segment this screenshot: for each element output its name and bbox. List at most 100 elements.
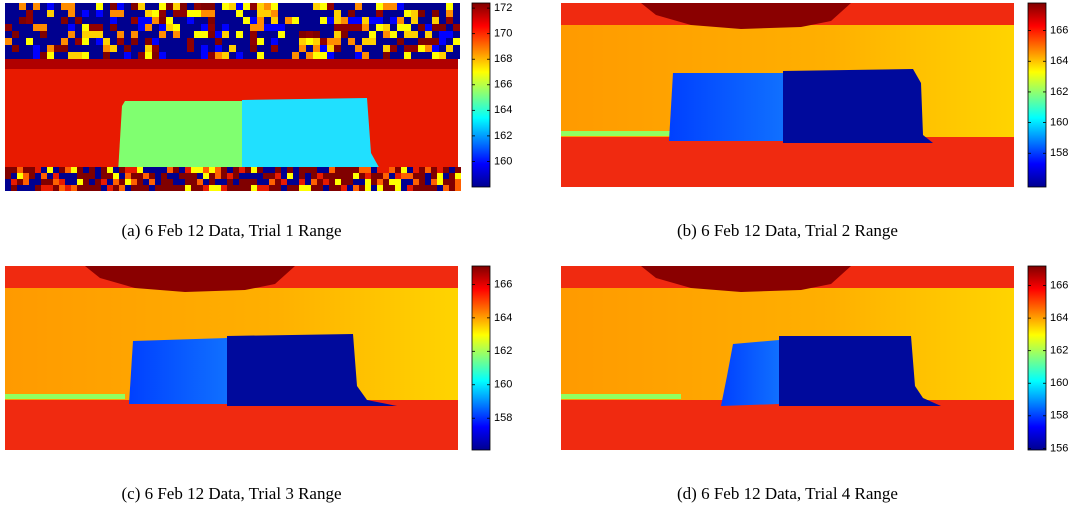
heat-cell — [285, 31, 292, 38]
heat-cell — [82, 45, 89, 52]
heat-cell — [222, 3, 229, 10]
heat-region — [561, 401, 1014, 450]
heat-region — [721, 340, 779, 406]
heat-cell — [194, 52, 201, 59]
heat-cell — [197, 167, 203, 173]
heat-cell — [407, 179, 413, 185]
heat-cell — [101, 179, 107, 185]
heat-cell — [26, 3, 33, 10]
heat-cell — [185, 167, 191, 173]
heat-cell — [167, 179, 173, 185]
heat-cell — [138, 38, 145, 45]
heat-cell — [191, 167, 197, 173]
heat-cell — [173, 52, 180, 59]
heat-cell — [208, 17, 215, 24]
heat-cell — [271, 31, 278, 38]
heat-cell — [365, 173, 371, 179]
heat-cell — [83, 185, 89, 191]
heat-cell — [117, 10, 124, 17]
heat-cell — [173, 38, 180, 45]
heat-cell — [299, 31, 306, 38]
heat-cell — [365, 167, 371, 173]
heat-cell — [245, 167, 251, 173]
heat-cell — [271, 17, 278, 24]
heat-cell — [143, 185, 149, 191]
heat-cell — [138, 31, 145, 38]
heat-cell — [203, 167, 209, 173]
heat-cell — [446, 10, 453, 17]
heat-cell — [75, 3, 82, 10]
heat-cell — [149, 179, 155, 185]
heat-cell — [299, 173, 305, 179]
heat-cell — [29, 179, 35, 185]
heat-cell — [418, 10, 425, 17]
heat-cell — [26, 45, 33, 52]
heat-cell — [397, 17, 404, 24]
heat-cell — [292, 3, 299, 10]
heat-cell — [166, 24, 173, 31]
heat-cell — [411, 52, 418, 59]
heat-cell — [41, 167, 47, 173]
heat-region — [129, 338, 227, 404]
heat-cell — [313, 31, 320, 38]
heat-cell — [293, 179, 299, 185]
heat-cell — [446, 45, 453, 52]
heat-cell — [89, 185, 95, 191]
heat-cell — [138, 10, 145, 17]
heat-cell — [347, 173, 353, 179]
heat-cell — [418, 3, 425, 10]
heat-cell — [443, 185, 449, 191]
heat-cell — [383, 52, 390, 59]
heat-cell — [26, 17, 33, 24]
colorbar-tick-label: 164 — [494, 104, 512, 116]
heat-cell — [397, 3, 404, 10]
heat-cell — [278, 3, 285, 10]
heat-cell — [194, 10, 201, 17]
heat-cell — [12, 10, 19, 17]
colorbar-tick-label: 162 — [1050, 86, 1068, 98]
heat-cell — [335, 173, 341, 179]
heat-cell — [278, 31, 285, 38]
heat-cell — [299, 38, 306, 45]
heat-cell — [61, 3, 68, 10]
heat-cell — [404, 52, 411, 59]
panel: 156 158 160 162 164 166 (d) 6 Feb 12 Data, Tri… — [561, 265, 1068, 503]
heat-cell — [257, 45, 264, 52]
heat-cell — [341, 10, 348, 17]
heat-cell — [222, 52, 229, 59]
heat-cell — [89, 167, 95, 173]
heat-cell — [229, 45, 236, 52]
heat-cell — [40, 45, 47, 52]
heat-cell — [215, 173, 221, 179]
heat-cell — [68, 52, 75, 59]
heat-cell — [17, 173, 23, 179]
heat-cell — [446, 17, 453, 24]
heat-cell — [439, 31, 446, 38]
heat-cell — [362, 10, 369, 17]
heatmap — [5, 266, 458, 450]
heat-cell — [341, 17, 348, 24]
heat-cell — [35, 179, 41, 185]
heat-cell — [411, 3, 418, 10]
heat-cell — [166, 17, 173, 24]
heat-cell — [138, 24, 145, 31]
colorbar-tick-label: 160 — [494, 155, 512, 167]
heat-cell — [191, 185, 197, 191]
heat-cell — [278, 52, 285, 59]
heat-cell — [292, 24, 299, 31]
heat-cell — [327, 3, 334, 10]
heat-cell — [320, 31, 327, 38]
heat-cell — [83, 179, 89, 185]
heat-cell — [194, 17, 201, 24]
heat-cell — [221, 173, 227, 179]
heat-cell — [334, 45, 341, 52]
heat-cell — [397, 38, 404, 45]
heat-cell — [299, 17, 306, 24]
heat-cell — [19, 24, 26, 31]
heat-cell — [376, 10, 383, 17]
heat-cell — [278, 45, 285, 52]
heat-cell — [329, 179, 335, 185]
colorbar-tick-label: 158 — [1050, 147, 1068, 159]
heat-cell — [365, 185, 371, 191]
heat-cell — [194, 38, 201, 45]
